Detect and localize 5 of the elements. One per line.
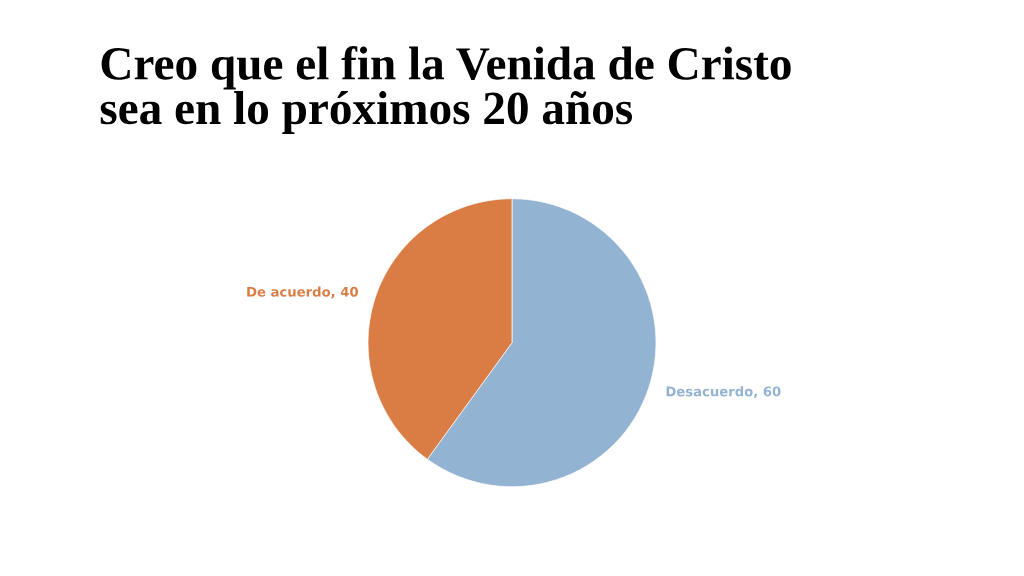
data-label: , 60: [753, 386, 781, 399]
slice-label: Desacuerdo: [666, 386, 753, 397]
chart-title: Creo que el fin la Venida de Cristo sea en lo próximos 20 años: [100, 46, 791, 134]
slice-label: De acuerdo: [247, 286, 331, 297]
data-label: , 40: [331, 286, 358, 299]
